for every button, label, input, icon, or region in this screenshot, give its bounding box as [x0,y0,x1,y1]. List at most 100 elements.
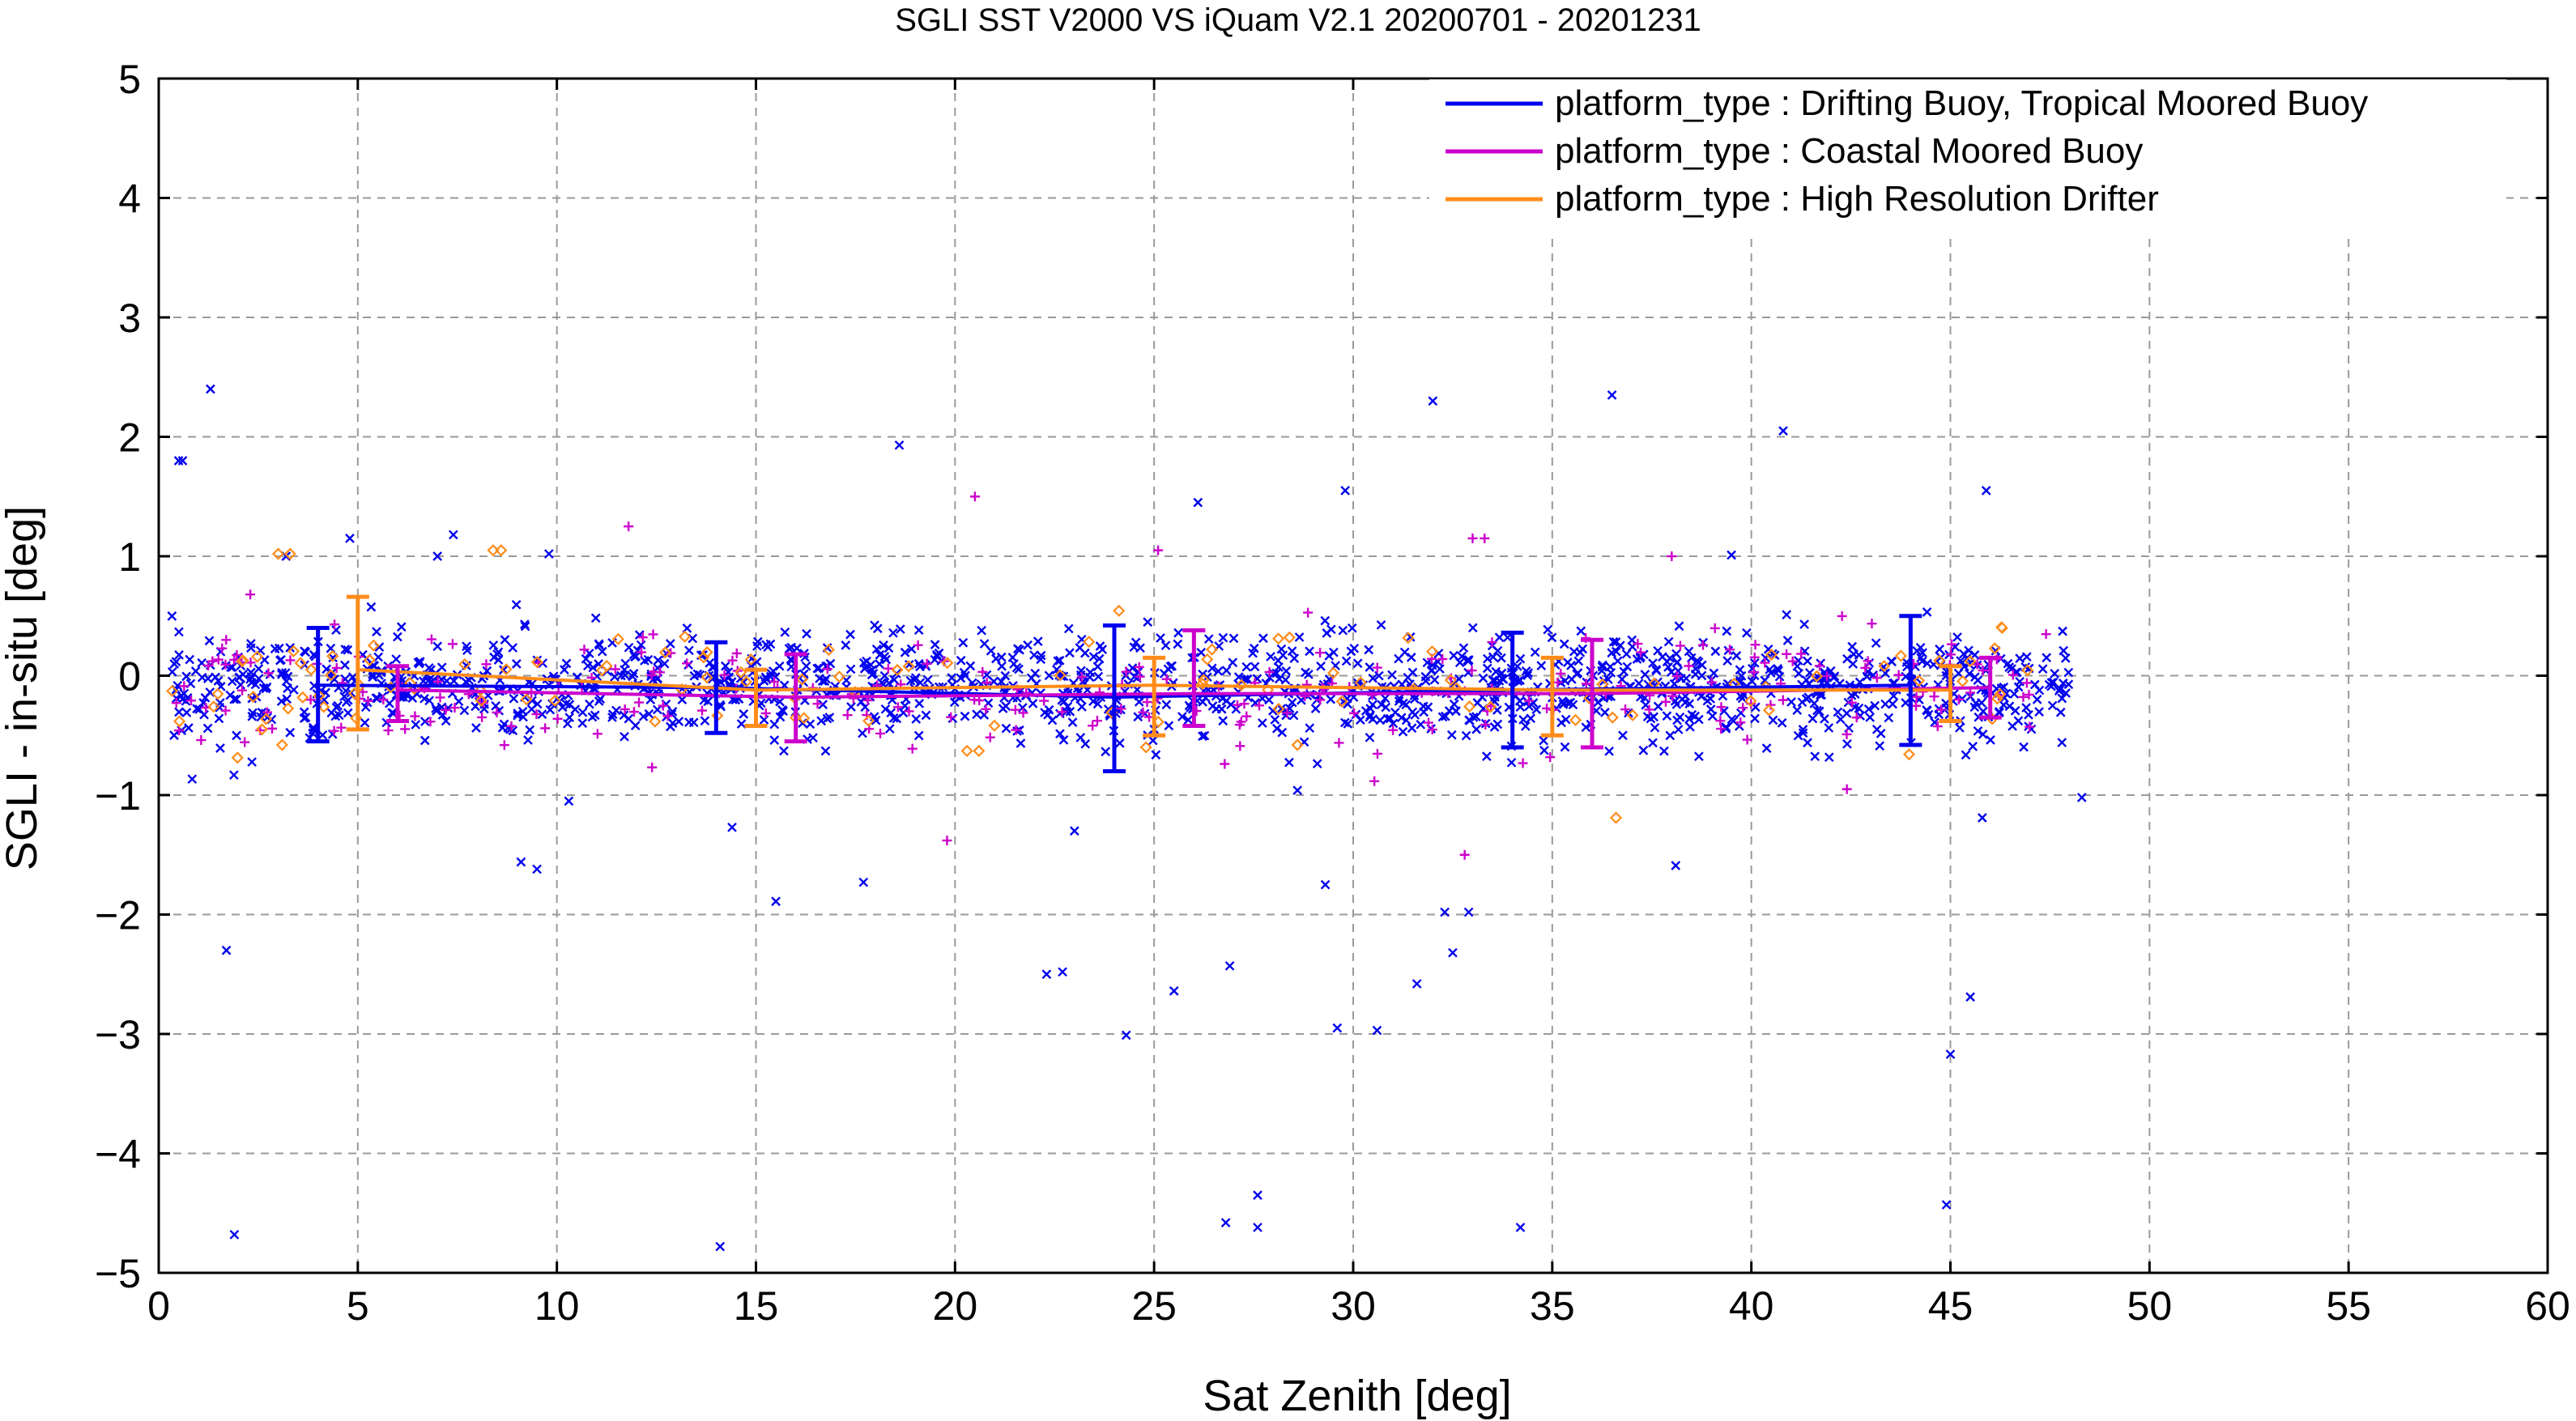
data-point [1272,632,1285,645]
data-point [1478,673,1488,683]
data-point [1761,743,1772,753]
data-point [508,643,518,653]
outlier-point [1727,550,1736,560]
data-point [607,713,617,722]
outlier-point [1995,621,2008,635]
data-point [1674,621,1684,632]
data-point [330,619,340,630]
data-point [331,702,342,713]
data-point [1203,634,1214,645]
data-point [949,697,960,708]
y-tick-label: 5 [118,57,141,102]
data-point [563,718,573,729]
data-point [784,644,794,653]
data-point [1536,661,1547,670]
outlier-point [1320,879,1331,890]
data-point [366,602,377,612]
outlier-point [1253,1223,1262,1232]
data-point [267,723,278,734]
data-point [649,666,659,677]
data-point [523,735,533,745]
data-point [898,708,909,718]
data-point [1239,699,1250,709]
data-point [511,599,522,610]
data-point [1294,632,1305,642]
data-point [1369,776,1380,786]
error-bar [1978,655,2002,720]
data-point [1265,673,1275,683]
data-point [1545,752,1556,763]
outlier-point [715,1241,726,1252]
data-point [763,642,773,653]
data-point [374,670,384,680]
error-bar [1143,655,1166,738]
data-point [1575,647,1586,657]
outlier-point [1069,826,1079,836]
data-point [1653,701,1663,712]
data-point [2042,653,2052,663]
y-tick-label: 1 [118,534,141,580]
outlier-point [495,544,508,557]
data-point [2010,705,2020,716]
data-point [744,653,757,666]
data-point [1675,640,1685,651]
outlier-point [727,822,737,832]
data-point [884,678,894,688]
data-point [1803,738,1812,748]
data-point [886,708,896,718]
data-point [1036,654,1046,665]
data-point [246,667,256,678]
data-point [1284,757,1294,768]
data-point [674,717,684,726]
data-point [1837,611,1847,621]
data-point [1867,619,1877,629]
data-point [967,678,977,688]
data-point [1211,704,1221,714]
data-point [774,661,785,671]
data-point [368,672,378,683]
data-point [1077,702,1087,712]
data-point [282,694,292,704]
data-point [325,669,338,682]
data-point [801,661,811,671]
data-point [1092,699,1103,709]
data-point [1492,645,1503,656]
data-point [1735,691,1746,701]
data-point [582,661,593,671]
error-bar [1103,623,1126,773]
outlier-point [1121,1030,1131,1040]
data-point [979,710,990,720]
data-point [588,662,598,673]
data-point [330,711,341,721]
data-point [1749,652,1760,662]
data-point [1365,732,1375,742]
data-point [525,725,535,735]
data-point [217,643,228,653]
data-point [1515,702,1526,713]
data-point [181,708,192,717]
data-point [1270,714,1280,725]
data-point [1531,704,1542,715]
data-point [816,716,826,726]
data-point [367,639,380,652]
data-point [1901,671,1911,682]
data-point [236,679,245,690]
data-point [1633,639,1643,649]
data-point [1403,672,1413,683]
data-point [946,712,956,722]
data-point [1568,700,1578,710]
data-point [2057,693,2067,704]
data-point [977,625,986,636]
outlier-point [1778,426,1788,436]
data-point [647,762,658,772]
data-point [880,704,891,714]
data-point [986,645,996,656]
data-point [684,645,694,656]
data-point [1506,757,1517,768]
data-point [845,664,856,674]
data-point [1742,628,1752,638]
data-point [247,757,257,767]
data-point [1820,713,1829,724]
data-point [462,645,472,656]
data-point [1615,640,1625,651]
